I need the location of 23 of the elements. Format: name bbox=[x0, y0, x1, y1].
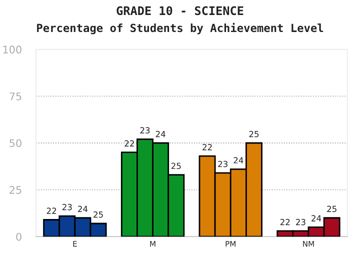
chart-subtitle: Percentage of Students by Achievement Level bbox=[37, 22, 324, 34]
text: 22 bbox=[124, 140, 134, 146]
y-tick-label: 75 bbox=[10, 92, 22, 100]
text: 24 bbox=[156, 130, 166, 138]
chart-title: GRADE 10 - SCIENCE bbox=[116, 6, 244, 16]
y-tick-label: 0 bbox=[16, 232, 22, 241]
series-label: 22 bbox=[202, 144, 212, 150]
y-tick-label: 50 bbox=[10, 139, 22, 148]
text: 22 bbox=[46, 208, 56, 214]
text: 22 bbox=[280, 218, 290, 226]
y-tick-label: 25 bbox=[10, 186, 22, 194]
text: 25 bbox=[249, 130, 259, 138]
text: 24 bbox=[234, 157, 244, 164]
text: 23 bbox=[218, 160, 228, 168]
text: 23 bbox=[296, 218, 306, 226]
series-label: 23 bbox=[140, 127, 150, 134]
series-label: 24 bbox=[78, 206, 88, 212]
text: 25 bbox=[171, 162, 181, 170]
text: 23 bbox=[62, 204, 72, 210]
text: 24 bbox=[312, 215, 322, 222]
series-label: 25 bbox=[94, 211, 103, 218]
text: 25 bbox=[327, 206, 336, 212]
y-tick-label: 100 bbox=[3, 46, 22, 54]
